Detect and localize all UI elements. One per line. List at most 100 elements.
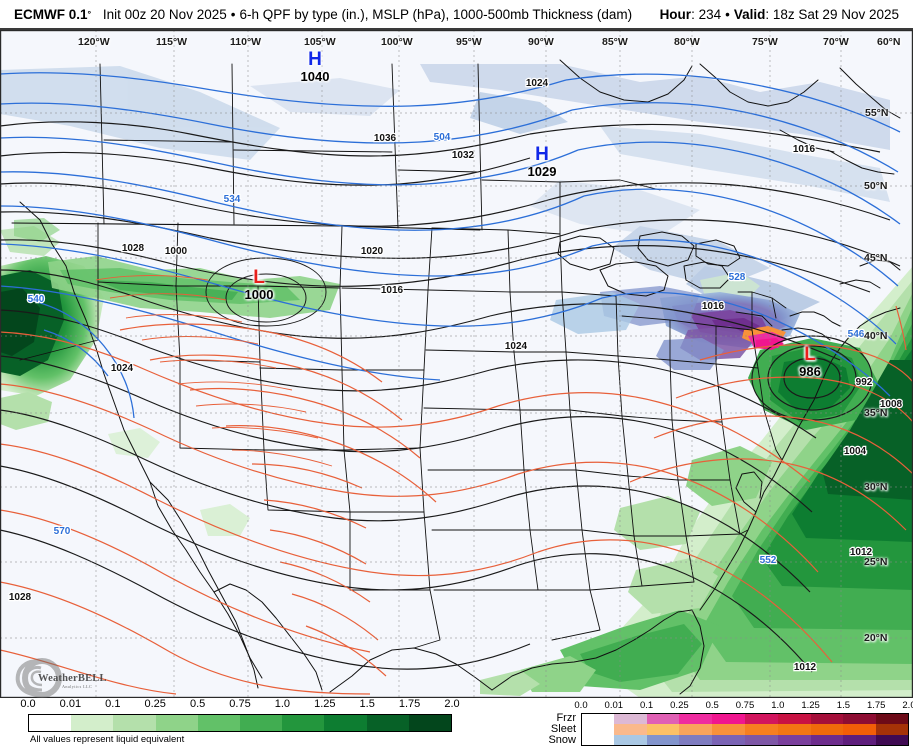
valid-time: 18z Sat 29 Nov 2025 — [772, 6, 899, 22]
ptype-colorbar-swatch — [712, 724, 745, 735]
ptype-colorbar-swatch — [843, 713, 877, 724]
rain-tick-label: 0.1 — [105, 698, 121, 710]
isobar-value-label: 1008 — [880, 399, 903, 410]
legend-area: 0.0 0.01 0.1 0.25 0.5 0.75 1.0 1.25 1.5 1.75 2.0 A… — [0, 698, 913, 750]
ptype-colorbar-swatch — [646, 735, 680, 746]
isobar-value-label: 1036 — [374, 133, 397, 144]
ptype-colorbar-swatch — [679, 735, 713, 746]
map-canvas: 1028 1036 1032 1024 1020 1016 1024 1016 1016 1024… — [0, 30, 913, 698]
rain-colorbar-swatch — [155, 715, 198, 731]
ptype-colorbar-swatch — [843, 735, 877, 746]
init-time: Init 00z 20 Nov 2025 — [102, 6, 227, 22]
thickness-value-label: 570 — [54, 526, 71, 537]
rain-tick-label: 0.25 — [144, 698, 166, 710]
rain-tick-label: 2.0 — [444, 698, 460, 710]
ptype-colorbar-row — [581, 713, 909, 724]
field-description: 6-h QPF by type (in.), MSLP (hPa), 1000-… — [239, 6, 633, 22]
ptype-colorbar-swatch — [843, 724, 877, 735]
ptype-tick-label: 2.0 — [902, 700, 913, 711]
hour-colon: : — [691, 6, 695, 22]
rain-colorbar-swatch — [29, 715, 72, 731]
header-valid-group: Hour: 234 • Valid: 18z Sat 29 Nov 2025 — [660, 0, 899, 28]
rain-tick-label: 0.0 — [20, 698, 36, 710]
isobar-value-label: 1024 — [505, 341, 528, 352]
ptype-tick-label: 1.0 — [771, 700, 785, 711]
ptype-colorbar-swatch — [613, 735, 647, 746]
header-title-group: ECMWF 0.1 ° Init 00z 20 Nov 2025 • 6-h QP… — [14, 0, 903, 28]
header-bar: ECMWF 0.1 ° Init 00z 20 Nov 2025 • 6-h QP… — [0, 0, 913, 30]
rain-colorbar-swatch — [324, 715, 367, 731]
rain-colorbar-swatch — [71, 715, 114, 731]
rain-colorbar-group: 0.0 0.01 0.1 0.25 0.5 0.75 1.0 1.25 1.5 1.75 2.0 A… — [0, 698, 480, 750]
ptype-colorbar-swatch — [679, 724, 713, 735]
ptype-colorbar-swatch — [876, 724, 909, 735]
ptype-colorbar-swatch — [876, 735, 909, 746]
isobar-value-label: 1028 — [122, 243, 145, 254]
ptype-colorbar-swatch — [777, 724, 811, 735]
ptype-colorbar-swatch — [777, 735, 811, 746]
ptype-colorbar-swatch — [646, 713, 680, 724]
thickness-value-label: 528 — [729, 272, 746, 283]
ptype-tick-label: 0.5 — [705, 700, 719, 711]
bullet-separator-2: • — [725, 6, 730, 22]
rain-tick-label: 1.0 — [274, 698, 291, 710]
ptype-colorbar-row — [581, 724, 909, 735]
isobar-value-label: 1024 — [526, 78, 549, 89]
rain-tick-label: 0.01 — [59, 698, 82, 710]
ptype-tick-label: 1.75 — [866, 700, 886, 711]
isobar-value-label: 1016 — [381, 285, 404, 296]
ptype-colorbar-swatch — [581, 713, 614, 724]
valid-colon: : — [765, 6, 770, 22]
thickness-value-label: 534 — [224, 194, 241, 205]
isobar-value-label: 992 — [856, 377, 873, 388]
ptype-colorbar-swatch — [581, 724, 614, 735]
isobar-value-label: 1016 — [793, 144, 816, 155]
isobar-value-label: 1024 — [111, 363, 134, 374]
ptype-tick-label: 1.5 — [836, 700, 850, 711]
ptype-colorbar-swatch — [777, 713, 811, 724]
bullet-separator-1: • — [230, 6, 236, 22]
ptype-tick-label: 0.01 — [604, 700, 624, 711]
ptype-colorbar-swatch — [581, 735, 614, 746]
forecast-map[interactable]: 1028 1036 1032 1024 1020 1016 1024 1016 1016 1024… — [0, 30, 913, 698]
ptype-colorbar-swatch — [712, 713, 745, 724]
isobar-value-label: 1004 — [844, 446, 867, 457]
rain-colorbar-swatch — [366, 715, 409, 731]
ptype-colorbar-row — [581, 735, 909, 746]
ptype-tick-label: 0.25 — [670, 700, 689, 711]
rain-colorbar-swatch — [197, 715, 241, 731]
ptype-colorbar-swatch — [876, 713, 909, 724]
rain-tick-label: 1.75 — [398, 698, 421, 710]
rain-colorbar — [28, 714, 452, 732]
ptype-row-label: Snow — [548, 734, 576, 746]
thickness-labels: 504 540 570 546 528 552 534 — [26, 131, 866, 567]
isobar-value-label: 1028 — [9, 592, 32, 603]
thickness-cold-layer — [0, 72, 901, 419]
liquid-equivalent-note: All values represent liquid equivalent — [30, 734, 185, 745]
ptype-colorbar-ticks: 0.0 0.01 0.1 0.25 0.5 0.75 1.0 1.25 1.5 1.75 2.0 — [480, 698, 913, 712]
rain-colorbar-ticks: 0.0 0.01 0.1 0.25 0.5 0.75 1.0 1.25 1.5 1.75 2.0 — [0, 698, 480, 712]
rain-tick-label: 1.25 — [314, 698, 336, 710]
ptype-colorbar-group: 0.0 0.01 0.1 0.25 0.5 0.75 1.0 1.25 1.5 1.75 2.0 F… — [480, 698, 913, 750]
isobar-value-label: 1012 — [850, 547, 873, 558]
degree-symbol: ° — [87, 9, 92, 19]
ptype-tick-label: 0.75 — [735, 700, 755, 711]
hour-value: 234 — [698, 6, 722, 22]
isobar-value-label: 1016 — [702, 301, 725, 312]
ptype-colorbar-swatch — [712, 735, 745, 746]
ptype-colorbar-swatch — [810, 735, 844, 746]
rain-tick-label: 0.75 — [229, 698, 251, 710]
isobar-labels: 1028 1036 1032 1024 1020 1016 1024 1016 1016 1024… — [8, 77, 904, 674]
isobar-value-label: 1020 — [361, 246, 384, 257]
ptype-colorbar-swatch — [744, 724, 778, 735]
isobar-value-label: 1012 — [794, 662, 817, 673]
rain-colorbar-swatch — [282, 715, 325, 731]
ptype-colorbar-swatch — [744, 735, 778, 746]
hour-label: Hour — [659, 6, 692, 22]
ptype-colorbar-swatch — [613, 713, 647, 724]
isobar-value-label: 1000 — [165, 246, 188, 257]
model-name: ECMWF 0.1 — [14, 6, 88, 22]
thickness-warm-layer — [0, 275, 913, 695]
isobar-value-label: 1032 — [452, 150, 475, 161]
